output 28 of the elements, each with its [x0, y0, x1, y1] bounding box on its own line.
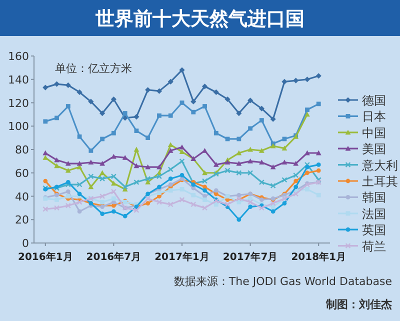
- x-tick-label: 2017年7月: [222, 251, 278, 263]
- legend-label: 法国: [362, 206, 386, 221]
- y-tick-label: 80: [15, 144, 29, 156]
- y-tick-label: 100: [8, 120, 29, 134]
- legend-label: 韩国: [362, 190, 386, 205]
- y-tick-label: 40: [15, 190, 29, 204]
- text: 制图：刘佳杰: [325, 298, 392, 311]
- x-tick-label: 2017年1月: [154, 251, 210, 263]
- legend-label: 中国: [362, 126, 386, 140]
- y-tick-label: 0: [22, 237, 29, 250]
- y-tick-label: 160: [8, 50, 29, 63]
- x-tick-label: 2016年1月: [18, 251, 73, 263]
- y-tick-label: 140: [8, 73, 29, 86]
- x-tick-label: 2016年7月: [86, 251, 142, 263]
- legend-label: 美国: [362, 142, 386, 156]
- x-tick-label: 2018年1月: [291, 251, 346, 263]
- y-tick-label: 120: [8, 96, 29, 110]
- y-tick-label: 20: [15, 214, 29, 227]
- source-note: 数据来源：The JODI Gas World Database: [174, 275, 392, 288]
- legend-label: 日本: [362, 110, 386, 124]
- annotation: 单位：亿立方米: [55, 62, 132, 75]
- y-tick-label: 60: [15, 166, 29, 180]
- legend-label: 德国: [362, 94, 386, 108]
- chart-title: 世界前十大天然气进口国: [94, 8, 304, 30]
- legend-label: 英国: [362, 223, 386, 238]
- legend-label: 土耳其: [362, 174, 398, 188]
- legend-label: 意大利: [361, 158, 398, 172]
- legend-label: 荷兰: [362, 239, 386, 254]
